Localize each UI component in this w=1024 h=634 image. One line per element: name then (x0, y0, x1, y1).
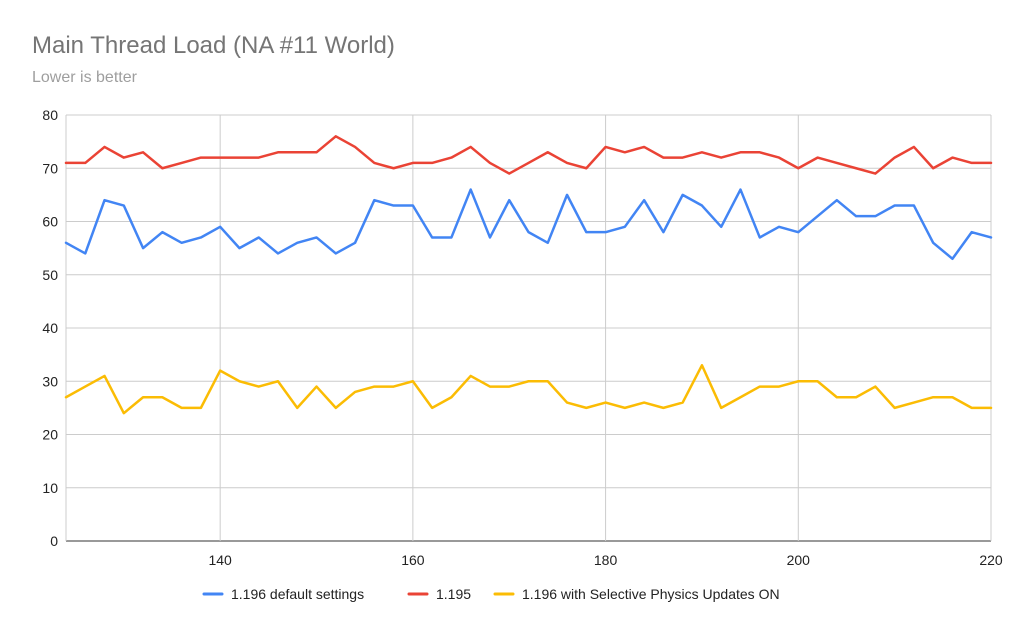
legend: 1.196 default settings 1.195 1.196 with Se… (202, 586, 780, 602)
y-tick-label: 40 (42, 320, 58, 336)
legend-item: 1.196 with Selective Physics Updates ON (493, 586, 780, 602)
x-tick-label: 160 (401, 552, 425, 568)
y-tick-label: 30 (42, 373, 58, 389)
y-tick-label: 20 (42, 427, 58, 443)
legend-label: 1.195 (436, 586, 471, 602)
y-tick-label: 80 (42, 107, 58, 123)
x-tick-label: 180 (594, 552, 618, 568)
y-tick-label: 70 (42, 160, 58, 176)
y-tick-label: 60 (42, 214, 58, 230)
legend-label: 1.196 with Selective Physics Updates ON (522, 586, 780, 602)
series-line-1 (64, 188, 993, 261)
x-tick-label: 220 (979, 552, 1003, 568)
x-tick-label: 140 (208, 552, 232, 568)
series-line-3 (64, 364, 993, 415)
y-tick-label: 10 (42, 480, 58, 496)
chart-subtitle: Lower is better (32, 69, 138, 86)
y-tick-label: 0 (50, 533, 58, 549)
legend-label: 1.196 default settings (231, 586, 364, 602)
chart-title: Main Thread Load (NA #11 World) (32, 32, 395, 59)
x-tick-label: 200 (787, 552, 811, 568)
series-line-2 (64, 135, 993, 175)
legend-item: 1.195 (407, 586, 471, 602)
series-lines (64, 135, 993, 415)
y-tick-label: 50 (42, 267, 58, 283)
grid (65, 114, 992, 542)
legend-item: 1.196 default settings (202, 586, 364, 602)
axis-ticks: 0 10 20 30 40 50 60 70 80 140 160 180 200 220 (42, 107, 1002, 568)
